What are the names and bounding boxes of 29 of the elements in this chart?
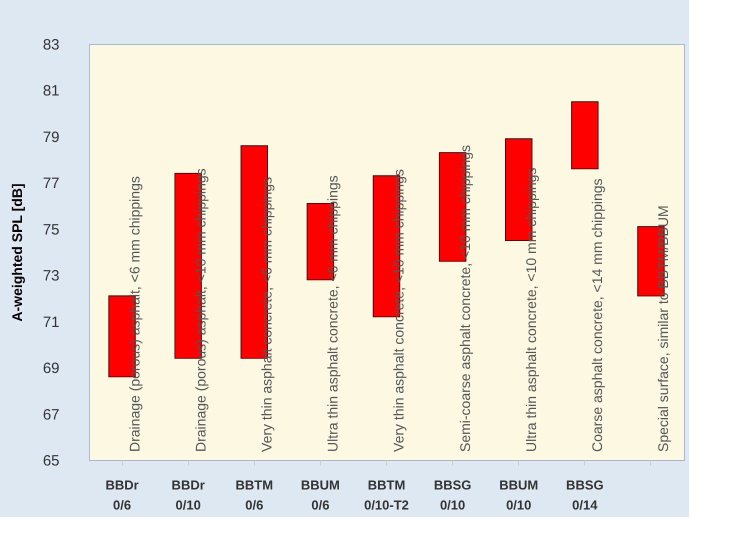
y-tick-label: 71 [42,314,60,331]
annotation: Semi-coarse asphalt concrete, <10 mm chippings [456,145,473,452]
annotation: Special surface, similar to BBTM/BBUM [655,205,672,452]
y-tick-label: 73 [42,268,60,285]
y-tick-label: 69 [42,360,60,378]
x-tick-label: BBTM 0/10-T2 [364,478,409,512]
x-tick-label: BBUM 0/10 [499,478,538,512]
annotation: Ultra thin asphalt concrete, <6 mm chippings [324,175,341,452]
x-tick-label: BBTM 0/6 [236,478,274,512]
y-tick-label: 67 [42,406,60,424]
y-tick-label: 79 [42,128,60,146]
x-tick-label: BBSG 0/14 [566,478,604,512]
x-tick-label: BBDr 0/6 [105,478,139,512]
annotation: Very thin asphalt concrete, <6 mm chippings [258,176,274,452]
annotation: Very thin asphalt concrete, <10 mm chippings [390,169,407,452]
annotation: Drainage (porous) asphalt, <10 mm chippings [192,168,208,452]
x-tick-label: BBSG 0/10 [434,478,472,512]
bar [571,101,599,170]
annotation: Coarse asphalt concrete, <14 mm chippings [589,178,606,452]
x-tick-label: BBDr 0/10 [172,478,205,512]
y-tick-label: 77 [42,175,60,192]
x-tick-label: BBUM 0/6 [300,478,340,512]
y-tick-label: 81 [42,82,60,100]
y-tick-label: 83 [42,36,60,54]
y-tick-label: 65 [42,452,60,470]
annotation: Ultra thin asphalt concrete, <10 mm chippings [522,168,539,452]
y-axis-title: A-weighted SPL [dB] [8,183,25,322]
y-tick-label: 75 [42,221,60,238]
annotation: Drainage (porous) asphalt, <6 mm chippings [126,176,142,452]
